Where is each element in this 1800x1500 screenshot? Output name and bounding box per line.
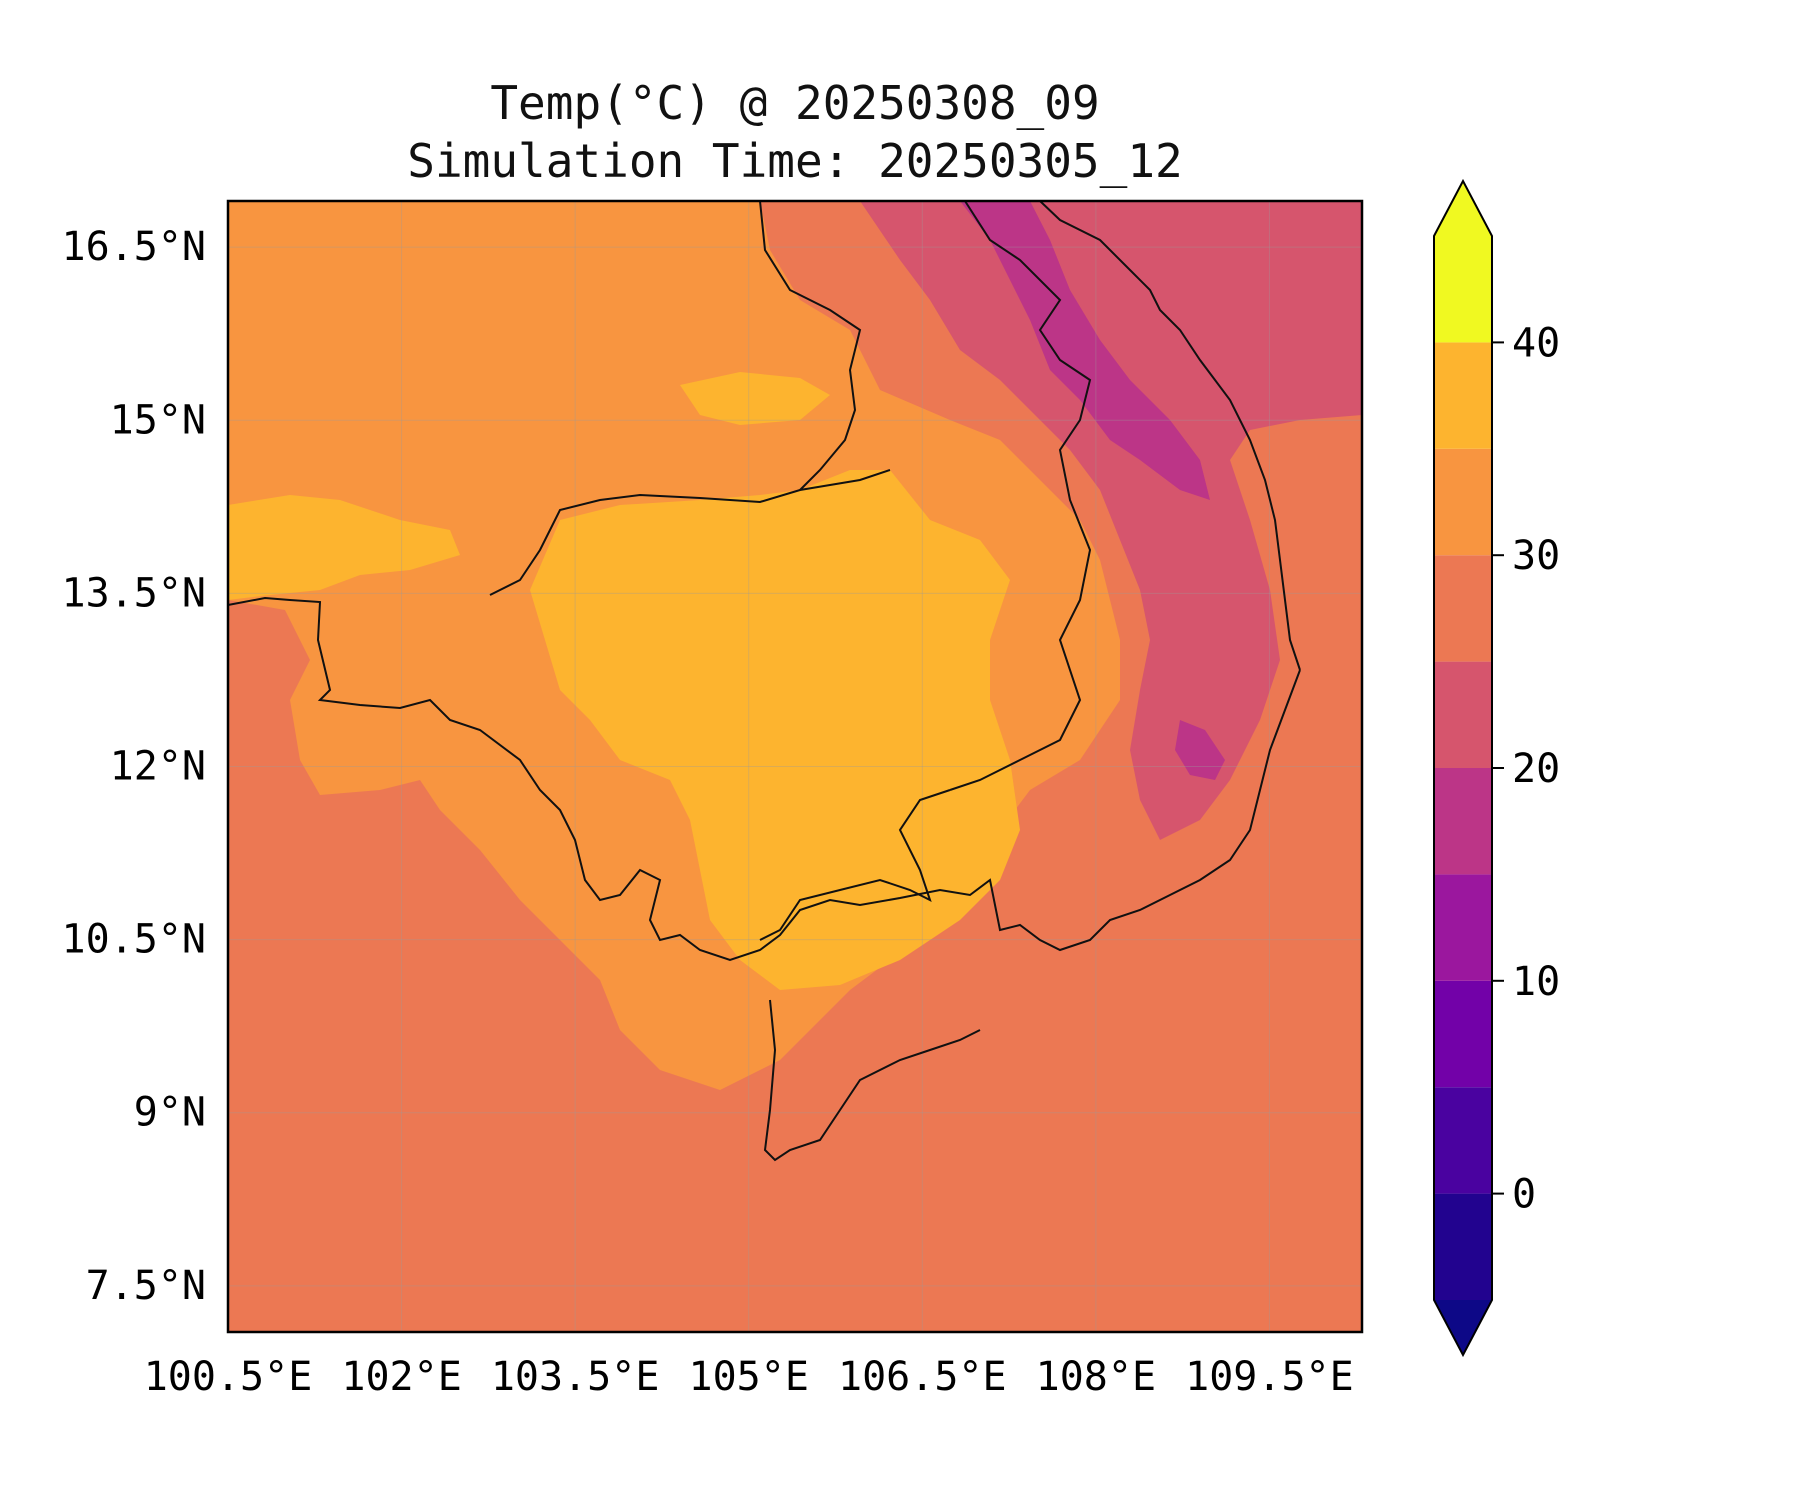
colorbar-segment xyxy=(1434,874,1492,981)
field-band-20-25-north xyxy=(860,201,1362,840)
colorbar-ticks: 0 10 20 30 40 xyxy=(1492,320,1560,1218)
border-cambodia-vietnam xyxy=(759,789,951,941)
colorbar-segment xyxy=(1434,342,1492,449)
colorbar-tick-label: 30 xyxy=(1512,533,1560,579)
field-band-35-40-cambodia xyxy=(530,470,1020,990)
colorbar-segment xyxy=(1434,448,1492,556)
colorbar-extend-min xyxy=(1434,1300,1492,1355)
lon-tick-label: 108°E xyxy=(1036,1354,1156,1400)
colorbar-tick-label: 10 xyxy=(1512,959,1560,1005)
latitude-ticks: 16.5°N 15°N 13.5°N 12°N 10.5°N 9°N 7.5°N xyxy=(62,224,207,1309)
coastline-vietnam-east xyxy=(1039,200,1301,671)
lon-tick-label: 109.5°E xyxy=(1185,1354,1354,1400)
coastlines-borders xyxy=(227,200,1301,1162)
lat-tick-label: 10.5°N xyxy=(62,917,207,963)
title-line-1: Temp(°C) @ 20250308_09 xyxy=(490,76,1100,130)
colorbar-outline xyxy=(1433,178,1493,1358)
title-line-2: Simulation Time: 20250305_12 xyxy=(407,134,1183,188)
map-title: Temp(°C) @ 20250308_09 Simulation Time: … xyxy=(228,74,1362,190)
lon-tick-label: 105°E xyxy=(689,1354,809,1400)
border-laos-thailand xyxy=(759,200,862,491)
lon-tick-label: 103.5°E xyxy=(491,1354,660,1400)
lat-tick-label: 13.5°N xyxy=(62,570,207,616)
field-band-35-40-laos xyxy=(680,372,830,425)
border-vietnam-laos xyxy=(949,200,1092,791)
lat-tick-label: 15°N xyxy=(110,397,206,443)
lon-tick-label: 100.5°E xyxy=(144,1354,313,1400)
border-thailand-cambodia xyxy=(489,469,891,596)
lat-tick-label: 7.5°N xyxy=(86,1263,206,1309)
map-frame xyxy=(226,199,1364,1334)
colorbar-segment xyxy=(1434,768,1492,875)
colorbar-segment xyxy=(1434,661,1492,768)
coastline-mekong-delta xyxy=(763,999,981,1162)
lat-tick-label: 12°N xyxy=(110,744,206,790)
colorbar-segment xyxy=(1434,555,1492,662)
colorbar-extend-max xyxy=(1434,181,1492,236)
lat-tick-label: 9°N xyxy=(134,1090,206,1136)
lat-tick-label: 16.5°N xyxy=(62,224,207,270)
field-band-15-20 xyxy=(960,201,1210,500)
field-band-35-40-thailand xyxy=(228,495,460,600)
colorbar-segment xyxy=(1434,1193,1492,1300)
longitude-ticks: 100.5°E 102°E 103.5°E 105°E 106.5°E 108°E 109.… xyxy=(144,1354,1354,1400)
contour-field xyxy=(228,201,1362,1332)
lon-tick-label: 106.5°E xyxy=(838,1354,1007,1400)
coastline-gulf xyxy=(227,596,1301,962)
colorbar-tick-label: 40 xyxy=(1512,320,1560,366)
colorbar-tick-label: 0 xyxy=(1512,1172,1536,1218)
colorbar-segment xyxy=(1434,1087,1492,1194)
colorbar xyxy=(1433,178,1493,1358)
colorbar-segment xyxy=(1434,236,1492,343)
colorbar-segment xyxy=(1434,980,1492,1088)
field-band-15-20-highlands xyxy=(1175,720,1225,780)
lon-tick-label: 102°E xyxy=(341,1354,461,1400)
colorbar-tick-label: 20 xyxy=(1512,746,1560,792)
